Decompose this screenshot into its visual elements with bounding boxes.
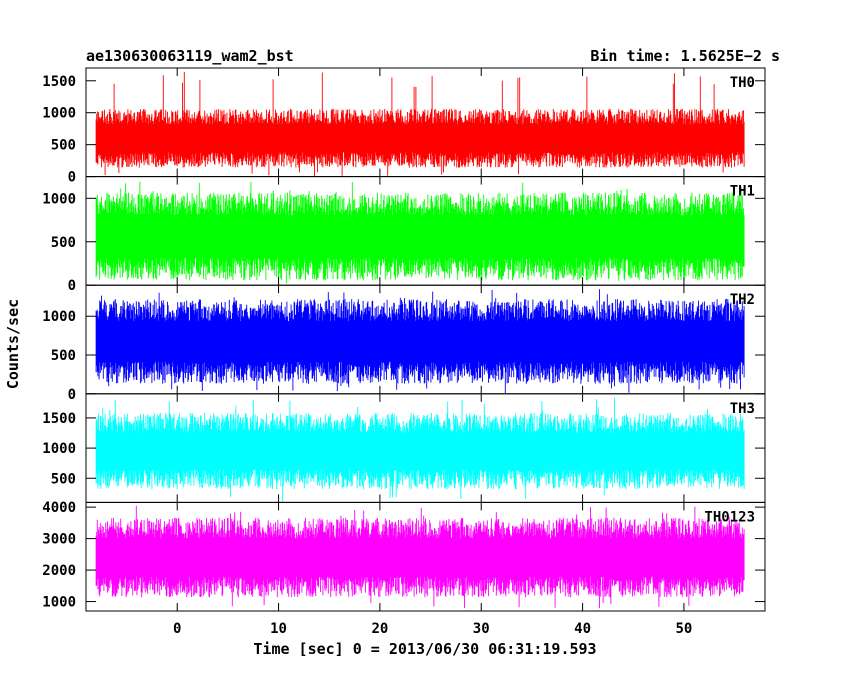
- panel-th3: 500 1000 1500 TH3: [42, 393, 766, 503]
- x-tick-label: 0: [173, 621, 181, 637]
- panel-th0123: 1000 2000 3000 4000 TH0123: [42, 500, 766, 612]
- panel-label-th1: TH1: [730, 184, 755, 200]
- y-tick-label: 1000: [42, 595, 76, 611]
- panels-group: 0 500 1000 1500 TH0 0 500 1000 TH1 0 500 1000 TH2 500…: [42, 67, 766, 612]
- x-tick-label: 20: [371, 621, 388, 637]
- y-tick-label: 1500: [42, 74, 76, 90]
- y-tick-label: 500: [51, 471, 76, 487]
- y-tick-label: 500: [51, 138, 76, 154]
- x-tick-label: 50: [675, 621, 692, 637]
- series-th0123-curve: [95, 505, 745, 609]
- series-th2-curve: [95, 289, 745, 394]
- y-tick-label: 1000: [42, 309, 76, 325]
- series-th0-curve: [95, 71, 745, 177]
- y-tick-label: 4000: [42, 500, 76, 516]
- x-tick-label: 30: [473, 621, 490, 637]
- y-tick-label: 1000: [42, 441, 76, 457]
- y-tick-label: 2000: [42, 563, 76, 579]
- panel-frame: [85, 501, 766, 612]
- series-th1-curve: [95, 181, 745, 284]
- x-axis: 0 10 20 30 40 50: [173, 621, 692, 637]
- y-tick-label: 500: [51, 235, 76, 251]
- chart-title: ae130630063119_wam2_bst: [86, 47, 294, 65]
- x-tick-label: 10: [270, 621, 287, 637]
- panel-label-th3: TH3: [730, 401, 755, 417]
- y-tick-label: 3000: [42, 532, 76, 548]
- panel-label-th2: TH2: [730, 292, 755, 308]
- y-axis-label: Counts/sec: [4, 299, 22, 389]
- x-tick-label: 40: [574, 621, 591, 637]
- panel-th0: 0 500 1000 1500 TH0: [42, 67, 766, 186]
- panel-label-th0123: TH0123: [704, 509, 755, 525]
- y-tick-label: 500: [51, 348, 76, 364]
- y-tick-label: 1000: [42, 191, 76, 207]
- bin-time-label: Bin time: 1.5625E−2 s: [590, 47, 780, 65]
- panel-label-th0: TH0: [730, 75, 755, 91]
- y-tick-label: 0: [68, 278, 76, 294]
- series-th3-curve: [95, 397, 745, 502]
- x-axis-label: Time [sec] 0 = 2013/06/30 06:31:19.593: [253, 640, 596, 658]
- y-tick-label: 0: [68, 387, 76, 403]
- y-tick-label: 0: [68, 170, 76, 186]
- y-tick-label: 1500: [42, 411, 76, 427]
- y-tick-label: 1000: [42, 106, 76, 122]
